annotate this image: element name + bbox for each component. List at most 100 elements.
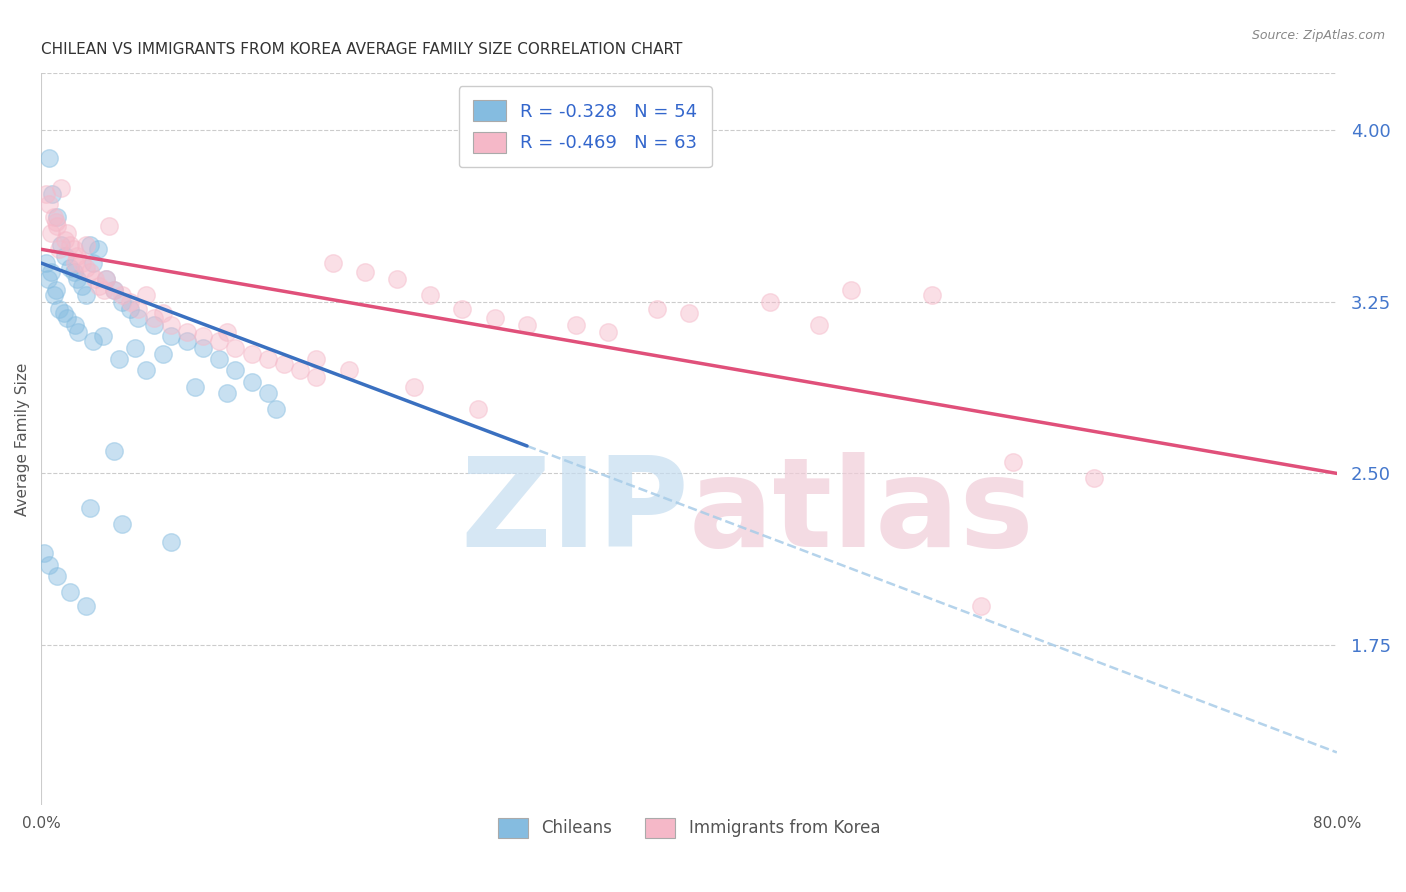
Point [37, 272, 59, 286]
Point [208, 334, 231, 348]
Point [62, 265, 84, 279]
Legend: Chileans, Immigrants from Korea: Chileans, Immigrants from Korea [491, 812, 887, 844]
Point [49, 180, 72, 194]
Point [152, 306, 174, 320]
Y-axis label: Average Family Size: Average Family Size [15, 362, 30, 516]
Point [217, 386, 239, 401]
Point [257, 352, 280, 367]
Point [387, 272, 409, 286]
Point [48, 242, 70, 256]
Point [120, 294, 142, 309]
Point [159, 535, 181, 549]
Point [921, 288, 943, 302]
Point [103, 284, 125, 298]
Point [103, 443, 125, 458]
Point [305, 352, 328, 367]
Point [82, 256, 104, 270]
Point [217, 325, 239, 339]
Point [224, 363, 246, 377]
Point [46, 211, 69, 225]
Point [159, 329, 181, 343]
Point [63, 256, 86, 270]
Point [63, 318, 86, 332]
Point [135, 288, 157, 302]
Point [70, 278, 93, 293]
Point [467, 402, 489, 417]
Point [56, 227, 79, 241]
Point [39, 265, 62, 279]
Point [66, 272, 89, 286]
Point [124, 341, 146, 355]
Point [82, 334, 104, 348]
Point [39, 227, 62, 241]
Point [645, 301, 668, 316]
Point [759, 294, 782, 309]
Text: Source: ZipAtlas.com: Source: ZipAtlas.com [1251, 29, 1385, 42]
Point [807, 318, 830, 332]
Point [35, 187, 58, 202]
Point [451, 301, 474, 316]
Point [79, 265, 101, 279]
Point [46, 219, 69, 234]
Point [48, 301, 70, 316]
Point [354, 265, 377, 279]
Point [91, 329, 114, 343]
Point [337, 363, 360, 377]
Point [79, 500, 101, 515]
Point [52, 306, 75, 320]
Point [191, 329, 214, 343]
Text: atlas: atlas [689, 451, 1035, 573]
Point [176, 334, 198, 348]
Point [127, 310, 149, 325]
Point [94, 272, 117, 286]
Point [111, 294, 134, 309]
Point [152, 347, 174, 361]
Point [103, 284, 125, 298]
Point [55, 249, 77, 263]
Point [596, 325, 619, 339]
Point [191, 341, 214, 355]
Point [41, 187, 63, 202]
Point [49, 237, 72, 252]
Point [564, 318, 586, 332]
Point [305, 370, 328, 384]
Point [111, 516, 134, 531]
Point [79, 237, 101, 252]
Point [257, 386, 280, 401]
Point [98, 219, 121, 234]
Point [264, 402, 287, 417]
Point [273, 357, 295, 371]
Point [143, 318, 166, 332]
Point [59, 237, 82, 252]
Point [516, 318, 538, 332]
Point [94, 272, 117, 286]
Point [224, 341, 246, 355]
Point [55, 233, 77, 247]
Point [208, 352, 231, 367]
Point [93, 284, 115, 298]
Point [34, 546, 56, 560]
Point [322, 256, 344, 270]
Point [108, 352, 131, 367]
Point [45, 215, 67, 229]
Point [1001, 455, 1024, 469]
Point [184, 379, 207, 393]
Point [75, 599, 97, 613]
Point [67, 325, 90, 339]
Point [127, 301, 149, 316]
Point [42, 288, 65, 302]
Point [176, 325, 198, 339]
Point [87, 242, 110, 256]
Point [59, 260, 82, 275]
Point [240, 375, 263, 389]
Point [75, 237, 97, 252]
Point [38, 151, 60, 165]
Point [969, 599, 991, 613]
Point [42, 211, 65, 225]
Point [62, 242, 84, 256]
Text: CHILEAN VS IMMIGRANTS FROM KOREA AVERAGE FAMILY SIZE CORRELATION CHART: CHILEAN VS IMMIGRANTS FROM KOREA AVERAGE… [41, 42, 682, 57]
Point [38, 196, 60, 211]
Point [111, 288, 134, 302]
Point [419, 288, 441, 302]
Point [66, 249, 89, 263]
